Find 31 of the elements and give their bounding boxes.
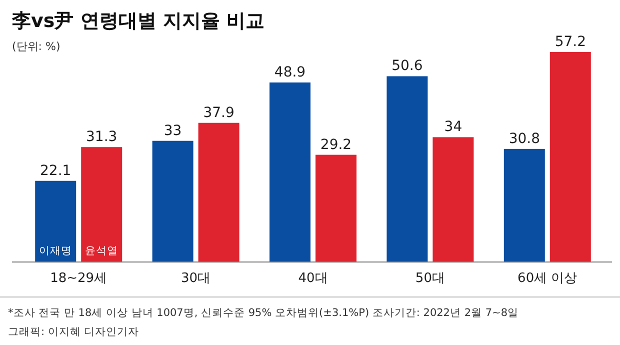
data-label: 33: [164, 122, 182, 139]
x-tick-label: 50대: [415, 271, 445, 286]
data-label: 29.2: [320, 136, 352, 153]
data-label: 57.2: [554, 34, 586, 50]
data-label: 22.1: [40, 162, 72, 179]
text: 그래픽: 이지혜 디자인기자: [8, 326, 140, 338]
series-label: 이재명: [39, 245, 72, 257]
bar: [198, 122, 240, 262]
text: *조사 전국 만 18세 이상 남녀 1007명, 신뢰수준 95% 오차범위(±3.1%P) 조사기간: 2022년 2월 7~8일: [8, 307, 518, 319]
bar: [432, 137, 474, 262]
bar: [81, 147, 122, 262]
series-label: 윤석열: [85, 245, 118, 257]
bar: [316, 154, 356, 262]
chart-subtitle: (단위: %): [12, 40, 60, 53]
data-label: 50.6: [392, 58, 423, 74]
data-label: 48.9: [274, 64, 306, 80]
data-label: 30.8: [508, 130, 540, 147]
bar: [386, 76, 428, 262]
bar: [270, 82, 310, 262]
data-label: 31.3: [86, 129, 118, 146]
chart-title: 李vs尹 연령대별 지지율 비교: [11, 10, 265, 32]
bar: [504, 148, 545, 262]
x-tick-label: 60세 이상: [518, 271, 578, 286]
bar: [35, 180, 76, 262]
x-tick-label: 18~29세: [50, 271, 108, 286]
x-tick-label: 40대: [298, 271, 328, 286]
data-label: 37.9: [203, 104, 234, 121]
data-label: 34: [444, 119, 462, 136]
x-tick-label: 30대: [181, 271, 211, 286]
bar: [152, 140, 194, 262]
bar: [550, 52, 591, 262]
